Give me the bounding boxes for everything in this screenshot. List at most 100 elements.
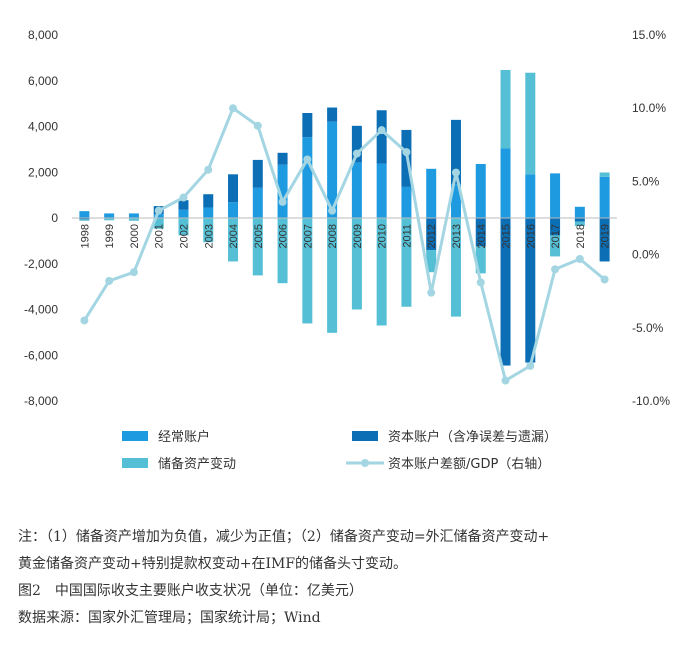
bar	[376, 110, 387, 164]
bar	[228, 218, 239, 262]
year-label: 2004	[228, 224, 240, 248]
bar	[79, 219, 90, 221]
left-axis-tick-label: -8,000	[24, 394, 58, 408]
year-label: 2015	[501, 224, 513, 248]
year-label: 2003	[203, 224, 215, 248]
gdp-ratio-point	[427, 288, 436, 297]
chart: 8,000 6,000 4,000 2,000 0 -2,000 -4,000 -6,000 -…	[24, 28, 670, 472]
gdp-ratio-point	[575, 254, 584, 263]
gdp-ratio-point	[352, 149, 361, 158]
legend-label: 储备资产变动	[158, 456, 236, 472]
bar	[104, 218, 115, 221]
bar	[401, 218, 412, 307]
left-axis-tick-label: -4,000	[24, 303, 58, 317]
legend-label: 经常账户	[158, 429, 210, 445]
gdp-ratio-point	[179, 193, 188, 202]
bar	[525, 72, 536, 175]
bar	[376, 163, 387, 218]
bar	[500, 218, 511, 366]
bar	[104, 213, 115, 218]
left-axis-tick-label: 2,000	[28, 165, 58, 179]
bar	[277, 164, 288, 218]
left-axis-tick-label: 0	[51, 211, 58, 225]
bar	[525, 218, 536, 363]
bar	[450, 184, 461, 218]
bar	[228, 174, 239, 203]
bar	[550, 173, 561, 218]
bar	[500, 69, 511, 149]
gdp-ratio-point	[229, 104, 238, 113]
bar	[550, 235, 561, 257]
gdp-ratio-point	[80, 316, 89, 325]
gdp-ratio-point	[129, 268, 138, 277]
bar	[277, 218, 288, 284]
left-axis-tick-label: 4,000	[28, 120, 58, 134]
legend-swatch	[122, 458, 148, 468]
bar	[351, 125, 362, 163]
bar	[128, 218, 139, 221]
year-label: 2007	[302, 224, 314, 248]
bar	[475, 218, 486, 247]
year-label: 2001	[154, 224, 166, 248]
bar	[599, 176, 610, 218]
gdp-ratio-point	[501, 376, 510, 385]
bar	[203, 194, 214, 208]
year-label: 1998	[79, 224, 91, 248]
bar	[450, 218, 461, 317]
bar	[599, 218, 610, 262]
data-source: 数据来源：国家外汇管理局；国家统计局；Wind	[18, 610, 321, 626]
bar	[351, 218, 362, 310]
legend-swatch	[352, 431, 378, 441]
year-label: 2000	[129, 224, 141, 248]
gdp-ratio-point	[451, 168, 460, 177]
bar	[153, 214, 164, 218]
bar	[203, 218, 214, 243]
bar	[302, 137, 313, 218]
year-label: 1999	[104, 224, 116, 248]
legend-swatch	[122, 431, 148, 441]
legend-label: 资本账户差额/GDP（右轴）	[388, 456, 550, 472]
bar	[228, 202, 239, 218]
right-axis-tick-label: 0.0%	[632, 248, 660, 262]
left-axis-tick-label: 8,000	[28, 28, 58, 42]
note-line-2: 黄金储备资产变动+特别提款权变动+在IMF的储备头寸变动。	[18, 556, 408, 572]
gdp-ratio-point	[154, 206, 163, 215]
left-axis-tick-label: -6,000	[24, 348, 58, 362]
bar	[475, 164, 486, 218]
bar	[327, 107, 338, 122]
year-label: 2011	[401, 224, 413, 248]
year-label: 2008	[327, 224, 339, 248]
figure-caption: 图2 中国国际收支主要账户收支状况（单位：亿美元）	[18, 583, 363, 599]
gdp-ratio-point	[551, 265, 560, 274]
gdp-ratio-point	[526, 361, 535, 370]
bar	[128, 213, 139, 218]
bar	[376, 218, 387, 326]
gdp-ratio-point	[303, 155, 312, 164]
gdp-ratio-point	[328, 206, 337, 215]
gdp-ratio-point	[253, 121, 262, 130]
bar	[525, 174, 536, 218]
bar	[252, 159, 263, 188]
bar	[252, 187, 263, 218]
bar	[450, 119, 461, 185]
bar	[351, 162, 362, 218]
bar	[599, 172, 610, 177]
bar	[500, 148, 511, 218]
bar	[277, 152, 288, 165]
gdp-ratio-point	[278, 197, 287, 206]
bar	[574, 218, 585, 222]
year-label: 2014	[476, 224, 488, 248]
year-label: 2009	[352, 224, 364, 248]
bar	[203, 207, 214, 218]
legend-label: 资本账户（含净误差与遗漏）	[388, 429, 557, 445]
gdp-ratio-point	[204, 165, 213, 174]
gdp-ratio-point	[402, 148, 411, 157]
bar	[426, 250, 437, 273]
year-label: 2005	[253, 224, 265, 248]
bar	[178, 200, 189, 210]
year-label: 2012	[426, 224, 438, 248]
note-line-1: 注：（1）储备资产增加为负值，减少为正值；（2）储备资产变动=外汇储备资产变动+	[18, 529, 550, 545]
bar	[426, 168, 437, 218]
gdp-ratio-point	[377, 126, 386, 135]
left-axis-tick-label: -2,000	[24, 257, 58, 271]
